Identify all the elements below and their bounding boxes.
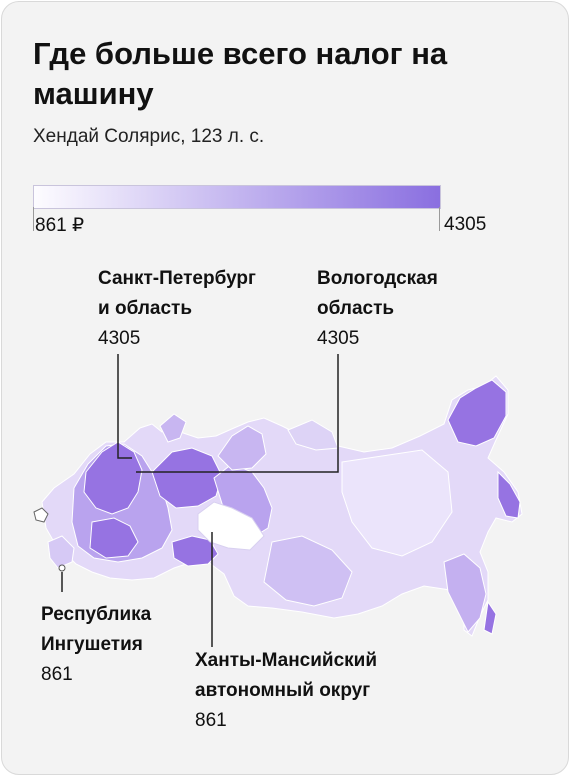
callout-ingushetia-value: 861 [41,664,73,685]
map-khanty-mansi [197,501,265,551]
color-scale-bar [33,185,441,209]
scale-max-tick [439,207,440,231]
map-kamchatka [497,470,521,519]
callout-vologda-name-line1: Вологодская [317,268,438,289]
callout-leader-lines [61,354,339,647]
callout-khanty-name-line2: автономный округ [195,680,371,701]
map-caucasus [47,535,75,569]
map-west-high [83,441,143,515]
callout-khanty: Ханты-Мансийский автономный округ 861 [195,646,377,736]
callout-vologda: Вологодская область 4305 [317,264,438,354]
callout-vologda-value: 4305 [317,328,360,349]
leader-spb [117,354,132,459]
map-chukotka [447,379,507,447]
scale-min-label: 861 ₽ [35,215,85,236]
chart-title: Где больше всего налог на машину [33,36,448,111]
map-far-east-mid [443,553,487,633]
map-yakutia [341,449,453,557]
callout-ingushetia: Республика Ингушетия 861 [41,600,151,690]
map-south-urals-high [171,535,219,567]
callout-ingushetia-name-line1: Республика [41,604,152,625]
map-ingushetia [58,564,66,572]
callout-khanty-value: 861 [195,710,227,731]
map-yamal [217,425,267,471]
map-center-high [89,517,139,559]
callout-vologda-name-line2: область [317,298,395,319]
map-sakhalin [483,600,497,635]
callout-khanty-name-line1: Ханты-Мансийский [195,650,378,671]
map-novaya-zemlya [159,413,187,443]
callout-spb: Санкт-Петербург и область 4305 [98,264,256,354]
callout-spb-name-line1: Санкт-Петербург [98,268,256,289]
map-kaliningrad [33,507,49,523]
scale-min-tick [33,207,34,231]
callout-ingushetia-name-line2: Ингушетия [41,634,143,655]
callout-spb-name-line2: и область [98,298,193,319]
leader-vologda [136,354,339,473]
chart-subtitle: Хендай Солярис, 123 л. с. [33,126,265,147]
scale-max-label: 4305 [444,214,487,235]
callout-spb-value: 4305 [98,328,141,349]
map-siberia-mid [263,535,353,607]
